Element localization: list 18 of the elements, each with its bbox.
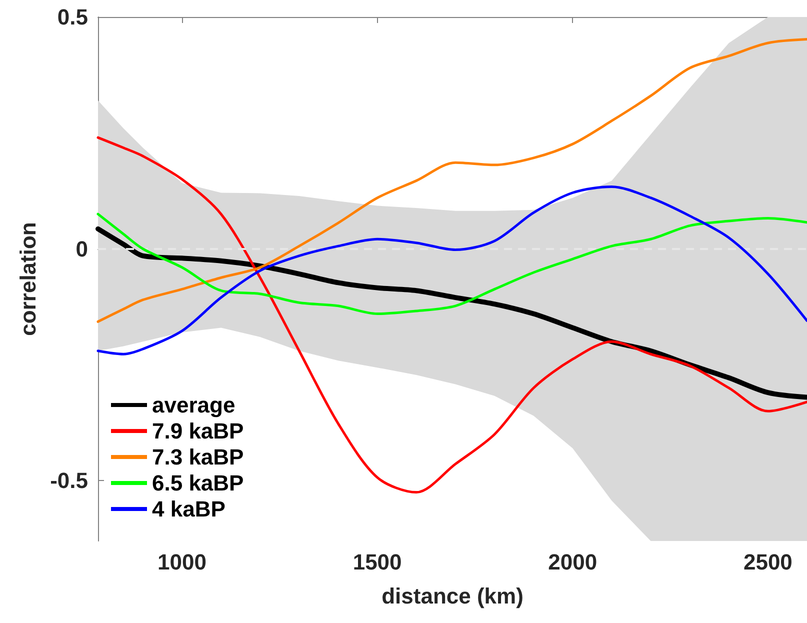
legend-label: 4 kaBP xyxy=(152,496,226,522)
x-tick-label: 2000 xyxy=(548,550,598,574)
x-tick-label: 1500 xyxy=(352,550,402,574)
y-tick-label: 0.5 xyxy=(57,4,88,30)
line-series xyxy=(96,212,807,316)
x-tick-label: 1000 xyxy=(158,550,206,574)
x-axis-title: distance (km) xyxy=(382,584,524,608)
legend-label: 7.3 kaBP xyxy=(152,444,244,470)
y-tick-label: 0 xyxy=(76,236,88,262)
legend-label: 7.9 kaBP xyxy=(152,418,244,444)
line-series xyxy=(96,136,807,494)
x-tick-label: 2500 xyxy=(743,550,792,574)
line-series xyxy=(96,38,807,323)
legend-label: average xyxy=(152,392,236,418)
y-tick-label: -0.5 xyxy=(50,468,88,494)
legend-label: 6.5 kaBP xyxy=(152,470,244,496)
y-axis-title: correlation xyxy=(16,222,41,336)
line-series xyxy=(96,185,807,356)
